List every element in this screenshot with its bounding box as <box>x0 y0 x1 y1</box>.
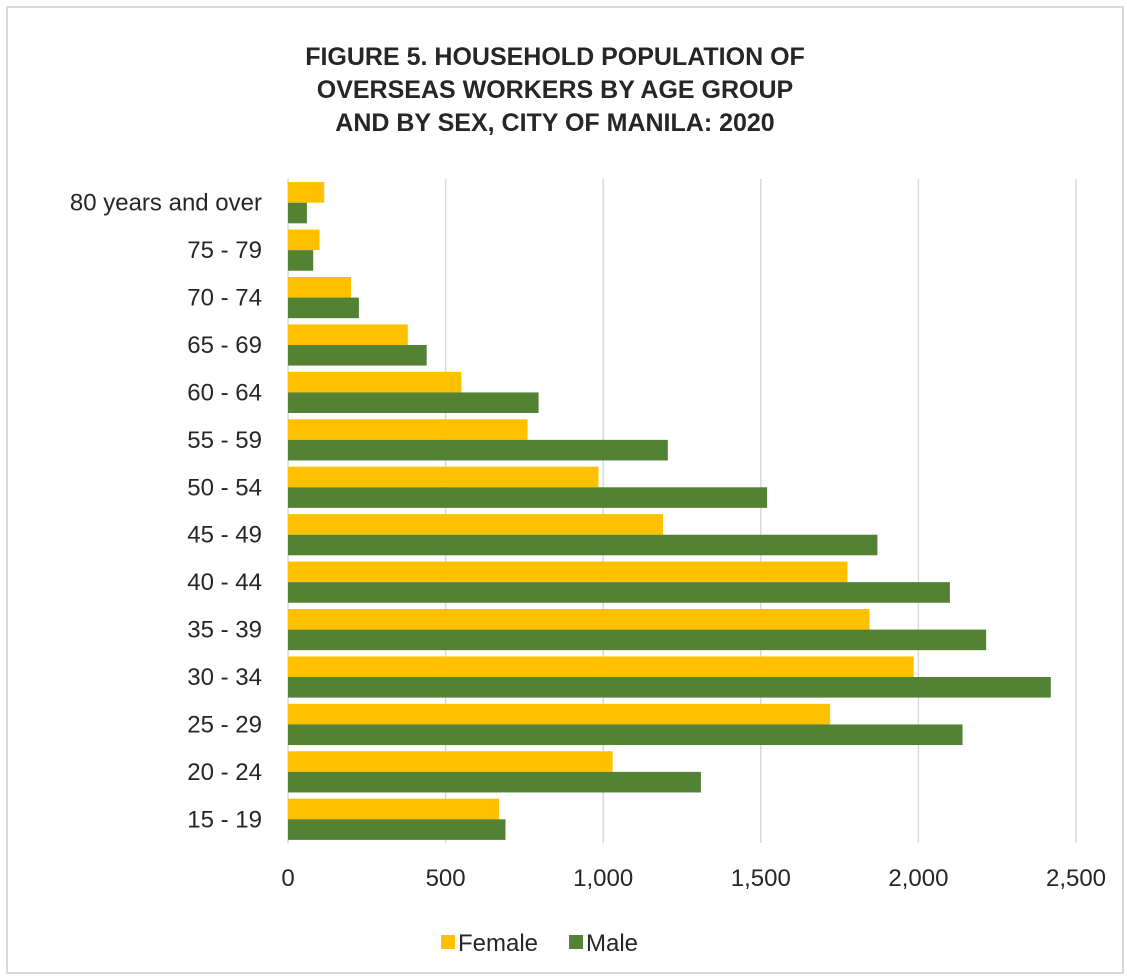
bar-female-2 <box>288 276 352 298</box>
bar-male-2 <box>288 297 359 319</box>
bar-male-8 <box>288 582 950 603</box>
bar-male-0 <box>288 202 307 224</box>
category-label-0: 80 years and over <box>70 190 262 217</box>
bars <box>288 182 1051 840</box>
bar-female-4 <box>288 371 462 393</box>
bar-male-4 <box>288 392 539 414</box>
x-tick-label-4: 2,000 <box>888 865 948 892</box>
bar-female-10 <box>288 656 914 677</box>
bar-female-13 <box>288 798 500 820</box>
bar-female-1 <box>288 229 320 251</box>
category-label-9: 35 - 39 <box>187 617 262 644</box>
category-label-8: 40 - 44 <box>187 569 262 596</box>
x-tick-label-0: 0 <box>281 865 294 892</box>
bar-male-9 <box>288 629 987 651</box>
category-label-5: 55 - 59 <box>187 427 262 454</box>
x-tick-label-2: 1,000 <box>573 865 633 892</box>
bar-male-10 <box>288 677 1051 698</box>
legend-label-male: Male <box>586 930 638 957</box>
legend-swatch-female <box>441 935 455 949</box>
x-tick-label-5: 2,500 <box>1046 865 1106 892</box>
category-label-11: 25 - 29 <box>187 711 262 738</box>
chart-title-line-3: AND BY SEX, CITY OF MANILA: 2020 <box>335 109 774 137</box>
bar-male-13 <box>288 819 506 840</box>
bar-male-7 <box>288 534 878 556</box>
bar-female-7 <box>288 514 664 535</box>
bar-male-5 <box>288 439 668 461</box>
x-tick-label-3: 1,500 <box>731 865 791 892</box>
bar-female-11 <box>288 703 831 725</box>
bar-male-1 <box>288 250 314 271</box>
category-label-2: 70 - 74 <box>187 285 262 312</box>
legend-swatch-male <box>569 935 583 949</box>
category-label-4: 60 - 64 <box>187 379 262 406</box>
bar-female-12 <box>288 751 613 772</box>
bar-male-12 <box>288 771 701 793</box>
bar-female-9 <box>288 608 870 630</box>
chart-figure: FIGURE 5. HOUSEHOLD POPULATION OF OVERSE… <box>6 6 1124 974</box>
category-labels: 80 years and over 75 - 79 70 - 74 65 - 69 60… <box>70 190 262 834</box>
x-axis-tick-labels: 0 500 1,000 1,500 2,000 2,500 <box>281 865 1106 892</box>
x-tick-label-1: 500 <box>426 865 466 892</box>
category-label-3: 65 - 69 <box>187 332 262 359</box>
category-label-6: 50 - 54 <box>187 474 262 501</box>
chart-title-line-1: FIGURE 5. HOUSEHOLD POPULATION OF <box>305 43 805 71</box>
bar-female-8 <box>288 561 848 583</box>
bar-male-11 <box>288 724 963 746</box>
category-label-1: 75 - 79 <box>187 237 262 264</box>
chart-svg: FIGURE 5. HOUSEHOLD POPULATION OF OVERSE… <box>70 43 1106 957</box>
bar-male-6 <box>288 487 768 508</box>
bar-female-3 <box>288 324 408 345</box>
legend: Female Male <box>441 930 638 957</box>
chart-title: FIGURE 5. HOUSEHOLD POPULATION OF OVERSE… <box>305 43 805 137</box>
bar-male-3 <box>288 345 427 366</box>
category-label-7: 45 - 49 <box>187 522 262 549</box>
category-label-13: 15 - 19 <box>187 806 262 833</box>
legend-label-female: Female <box>458 930 538 957</box>
category-label-10: 30 - 34 <box>187 664 262 691</box>
bar-female-5 <box>288 419 528 440</box>
bar-female-0 <box>288 182 325 203</box>
bar-female-6 <box>288 466 599 488</box>
chart-title-line-2: OVERSEAS WORKERS BY AGE GROUP <box>317 76 793 104</box>
category-label-12: 20 - 24 <box>187 759 262 786</box>
